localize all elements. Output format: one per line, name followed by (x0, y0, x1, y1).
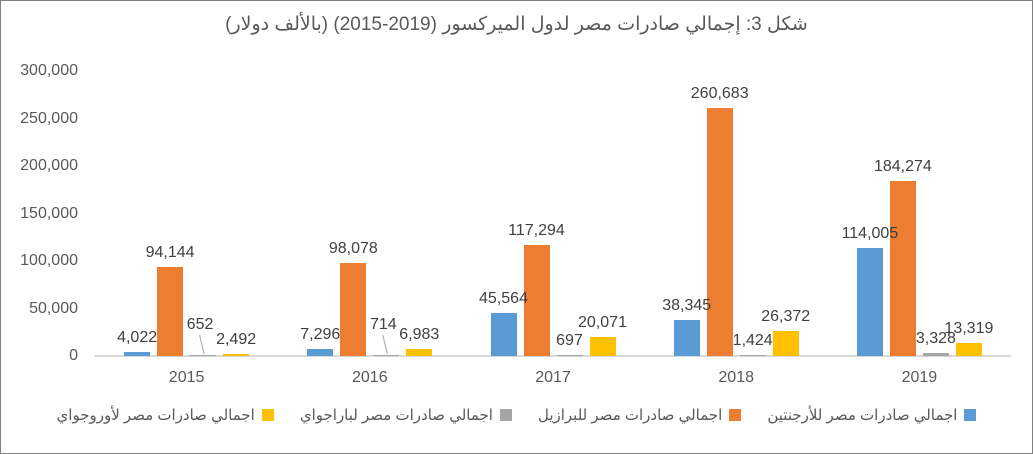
legend: اجمالي صادرات مصر للأرجنتين اجمالي صادرا… (1, 403, 1032, 427)
bar-argentina-2015 (124, 352, 151, 356)
y-axis-tick-label-100000: 100,000 (20, 252, 78, 269)
x-axis-line (94, 355, 1011, 357)
bar-paraguay-2017 (556, 355, 583, 356)
bar-uruguay-2017 (589, 336, 616, 356)
data-label-brazil-2016: 98,078 (328, 239, 378, 257)
legend-marker-uruguay-icon (261, 409, 274, 421)
bar-brazil-2018 (706, 108, 733, 356)
bar-argentina-2019 (856, 247, 883, 356)
data-label-argentina-2018: 38,345 (662, 296, 712, 314)
legend-label-brazil: اجمالي صادرات مصر للبرازيل (537, 407, 723, 424)
data-label-uruguay-2015: 2,492 (216, 330, 257, 348)
bar-argentina-2016 (307, 349, 334, 356)
y-axis-tick-label-150000: 150,000 (20, 204, 78, 222)
legend-item-paraguay: اجمالي صادرات مصر لباراجواي (300, 406, 512, 424)
legend-marker-argentina-icon (964, 409, 977, 421)
data-label-uruguay-2019: 13,319 (944, 320, 994, 338)
data-label-uruguay-2017: 20,071 (578, 313, 627, 331)
legend-item-argentina: اجمالي صادرات مصر للأرجنتين (767, 406, 977, 424)
x-axis-category-label-2017: 2017 (535, 369, 571, 386)
chart-title: شكل 3: إجمالي صادرات مصر لدول الميركسور … (225, 14, 808, 35)
legend-marker-brazil-icon (729, 409, 742, 421)
legend-marker-paraguay-icon (499, 409, 512, 421)
data-label-argentina-2016: 7,296 (300, 326, 341, 344)
legend-label-uruguay: اجمالي صادرات مصر لأوروجواي (56, 407, 255, 424)
legend-label-argentina: اجمالي صادرات مصر للأرجنتين (767, 407, 958, 424)
data-label-paraguay-2017: 697 (556, 332, 583, 349)
data-label-paraguay-2019: 3,328 (915, 329, 956, 347)
x-axis-category-label-2019: 2019 (901, 369, 938, 386)
y-axis-tick-label-50000: 50,000 (29, 299, 78, 317)
leader-line-paraguay-2016 (382, 334, 388, 355)
bar-uruguay-2015 (223, 353, 250, 356)
x-axis-category-label-2016: 2016 (352, 369, 388, 386)
data-label-paraguay-2015: 652 (186, 316, 214, 333)
bar-paraguay-2016 (373, 355, 400, 356)
data-label-paraguay-2016: 714 (369, 316, 397, 333)
data-label-uruguay-2016: 6,983 (399, 326, 440, 344)
data-label-paraguay-2018: 1,424 (732, 331, 773, 349)
data-label-argentina-2015: 4,022 (117, 329, 158, 347)
bar-argentina-2017 (490, 312, 517, 356)
bar-uruguay-2016 (406, 349, 433, 356)
bar-uruguay-2019 (955, 343, 982, 356)
y-axis-tick-label-200000: 200,000 (20, 157, 78, 174)
legend-item-brazil: اجمالي صادرات مصر للبرازيل (537, 406, 742, 424)
bar-uruguay-2018 (772, 330, 799, 356)
legend-item-uruguay: اجمالي صادرات مصر لأوروجواي (57, 406, 274, 424)
leader-line-paraguay-2015 (199, 334, 205, 355)
data-label-uruguay-2018: 26,372 (761, 307, 811, 325)
bar-brazil-2017 (523, 244, 550, 356)
x-axis-category-label-2018: 2018 (718, 369, 754, 386)
data-label-argentina-2019: 114,005 (841, 224, 899, 242)
data-label-brazil-2017: 117,294 (508, 221, 565, 239)
x-axis-category-label-2015: 2015 (168, 369, 205, 386)
y-axis-tick-label-250000: 250,000 (20, 109, 78, 127)
data-label-brazil-2015: 94,144 (145, 243, 195, 261)
bar-paraguay-2018 (739, 354, 766, 356)
y-axis-tick-label-300000: 300,000 (20, 62, 78, 79)
bar-argentina-2018 (673, 319, 700, 356)
bar-paraguay-2015 (190, 355, 217, 356)
bar-brazil-2016 (340, 262, 367, 356)
y-axis-tick-label-0: 0 (69, 347, 78, 364)
bar-brazil-2019 (889, 180, 916, 356)
data-label-brazil-2018: 260,683 (690, 85, 749, 103)
bar-paraguay-2019 (922, 352, 949, 356)
data-label-brazil-2019: 184,274 (873, 157, 932, 175)
bar-brazil-2015 (157, 266, 184, 356)
legend-label-paraguay: اجمالي صادرات مصر لباراجواي (299, 407, 493, 424)
data-label-argentina-2017: 45,564 (479, 289, 528, 307)
